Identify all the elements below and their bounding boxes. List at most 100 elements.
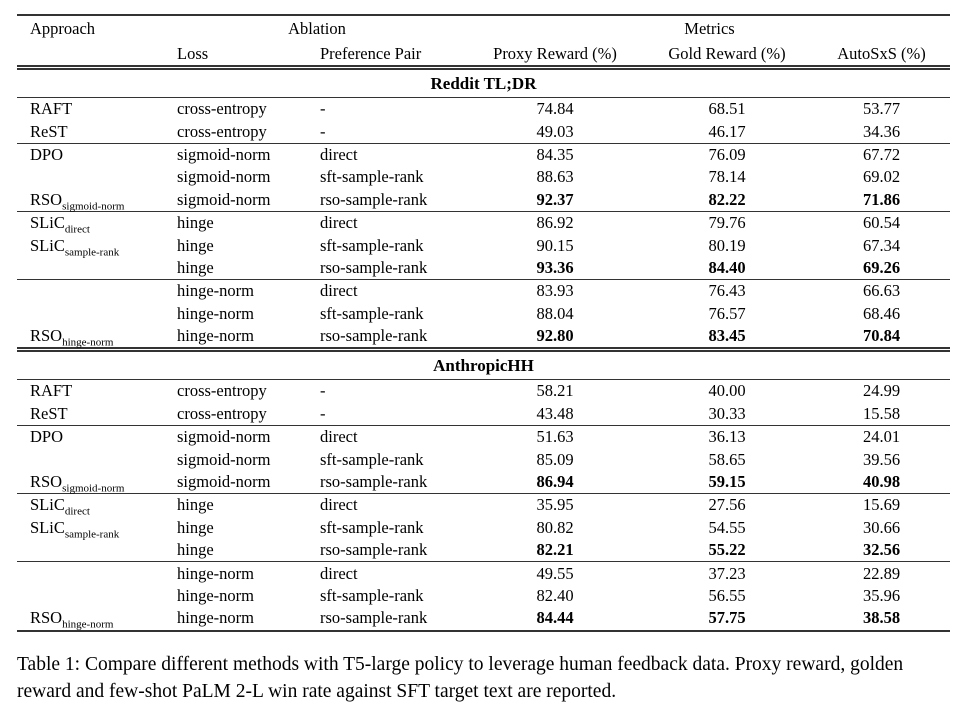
preference-pair-cell: direct — [307, 425, 469, 449]
approach-cell: RAFT — [30, 99, 73, 119]
loss-cell: sigmoid-norm — [177, 189, 271, 209]
proxy-reward-cell: 88.04 — [536, 303, 574, 323]
proxy-reward-cell: 84.44 — [469, 607, 641, 632]
header-spacer — [17, 42, 165, 68]
preference-pair-cell: rso-sample-rank — [320, 326, 428, 346]
preference-pair-cell: sft-sample-rank — [320, 586, 424, 605]
proxy-reward-cell: 86.92 — [469, 210, 641, 235]
loss-cell: hinge-norm — [165, 561, 307, 585]
loss-cell: hinge — [177, 235, 214, 255]
section-title: AnthropicHH — [17, 347, 951, 381]
table-row: sigmoid-norm sft-sample-rank 88.63 78.14 69.… — [17, 166, 950, 188]
preference-pair-cell: - — [320, 99, 326, 119]
autosxs-cell: 30.66 — [862, 517, 901, 537]
approach-cell: DPO — [17, 142, 165, 167]
preference-pair-cell: - — [320, 403, 326, 423]
preference-pair-cell: direct — [307, 210, 469, 235]
loss-cell: sigmoid-norm — [165, 425, 307, 449]
gold-reward-cell: 37.23 — [641, 561, 813, 585]
preference-pair-cell: rso-sample-rank — [307, 607, 469, 632]
preference-pair-cell: direct — [307, 561, 469, 585]
table-row: sigmoid-norm sft-sample-rank 85.09 58.65 39.… — [17, 448, 950, 470]
approach-subscript: hinge-norm — [62, 618, 114, 631]
approach-cell: RAFT — [30, 381, 73, 401]
gold-reward-cell: 54.55 — [708, 517, 746, 537]
loss-cell: cross-entropy — [177, 403, 267, 423]
header-approach: Approach — [17, 14, 165, 42]
section-title-row: Reddit TL;DR — [17, 65, 951, 98]
table-header: Approach Ablation Metrics Loss Preferenc… — [17, 14, 951, 68]
approach-cell — [17, 166, 165, 188]
preference-pair-cell: sft-sample-rank — [320, 235, 424, 255]
loss-cell: hinge — [177, 540, 214, 560]
proxy-reward-cell: 92.37 — [536, 189, 574, 209]
approach-cell — [17, 303, 165, 325]
gold-reward-cell: 83.45 — [708, 326, 746, 346]
loss-cell: cross-entropy — [177, 121, 267, 141]
gold-reward-cell: 76.57 — [708, 303, 746, 323]
table-row: hinge rso-sample-rank 93.36 84.40 69.26 — [17, 257, 950, 280]
gold-reward-cell: 76.09 — [641, 142, 813, 167]
approach-cell: RSOsigmoid-norm — [30, 472, 125, 495]
table-row: hinge rso-sample-rank 82.21 55.22 32.56 — [17, 539, 950, 562]
autosxs-cell: 53.77 — [862, 99, 901, 119]
gold-reward-cell: 56.55 — [708, 586, 746, 605]
approach-cell — [17, 279, 165, 303]
preference-pair-cell: - — [320, 121, 326, 141]
table-row: RSOhinge-norm hinge-norm rso-sample-rank 92… — [17, 325, 950, 350]
header-metrics: Metrics — [469, 14, 951, 42]
table-row: hinge-norm sft-sample-rank 82.40 56.55 35.96 — [17, 585, 950, 607]
header-autosxs: AutoSxS (%) — [837, 43, 926, 63]
proxy-reward-cell: 35.95 — [469, 493, 641, 517]
gold-reward-cell: 46.17 — [708, 121, 746, 141]
proxy-reward-cell: 90.15 — [536, 235, 574, 255]
gold-reward-cell: 68.51 — [708, 99, 746, 119]
autosxs-cell: 67.72 — [813, 142, 951, 167]
table-row: RSOsigmoid-norm sigmoid-norm rso-sample-ra… — [17, 189, 950, 212]
table-row: RSOhinge-norm hinge-norm rso-sample-rank 84… — [17, 607, 951, 632]
approach-subscript: sigmoid-norm — [62, 482, 125, 495]
proxy-reward-cell: 86.94 — [536, 472, 574, 492]
autosxs-cell: 69.02 — [862, 167, 901, 187]
proxy-reward-cell: 82.40 — [536, 586, 574, 605]
approach-subscript: hinge-norm — [62, 336, 114, 349]
approach-cell: SLiCdirect — [17, 210, 165, 235]
table-row: hinge-norm sft-sample-rank 88.04 76.57 68.46 — [17, 303, 950, 325]
proxy-reward-cell: 92.80 — [536, 326, 574, 346]
preference-pair-cell: rso-sample-rank — [320, 189, 428, 209]
approach-cell — [17, 257, 165, 280]
proxy-reward-cell: 49.55 — [469, 561, 641, 585]
autosxs-cell: 38.58 — [813, 607, 951, 632]
approach-cell: RSOsigmoid-norm — [30, 189, 125, 213]
autosxs-cell: 69.26 — [862, 257, 901, 277]
gold-reward-cell: 79.76 — [641, 210, 813, 235]
header-preference-pair: Preference Pair — [320, 43, 422, 63]
approach-cell — [17, 448, 165, 470]
autosxs-cell: 24.01 — [813, 425, 951, 449]
autosxs-cell: 32.56 — [862, 540, 901, 560]
autosxs-cell: 66.63 — [813, 279, 951, 303]
approach-cell: DPO — [17, 425, 165, 449]
loss-cell: hinge — [165, 493, 307, 517]
table-row: SLiCdirect hinge direct 86.92 79.76 60.54 — [17, 210, 951, 235]
gold-reward-cell: 57.75 — [641, 607, 813, 632]
gold-reward-cell: 27.56 — [641, 493, 813, 517]
table-row: RSOsigmoid-norm sigmoid-norm rso-sample-ra… — [17, 471, 950, 494]
header-ablation: Ablation — [165, 14, 469, 42]
autosxs-cell: 15.58 — [862, 403, 901, 423]
proxy-reward-cell: 83.93 — [469, 279, 641, 303]
autosxs-cell: 24.99 — [862, 381, 901, 401]
loss-cell: hinge-norm — [165, 607, 307, 632]
proxy-reward-cell: 51.63 — [469, 425, 641, 449]
preference-pair-cell: direct — [307, 279, 469, 303]
loss-cell: hinge-norm — [177, 586, 254, 605]
proxy-reward-cell: 74.84 — [536, 99, 574, 119]
preference-pair-cell: direct — [307, 142, 469, 167]
loss-cell: hinge-norm — [165, 279, 307, 303]
approach-cell — [17, 561, 165, 585]
gold-reward-cell: 40.00 — [708, 381, 746, 401]
approach-cell: SLiCsample-rank — [30, 517, 120, 541]
approach-cell: RSOhinge-norm — [30, 326, 114, 349]
proxy-reward-cell: 85.09 — [536, 449, 574, 469]
